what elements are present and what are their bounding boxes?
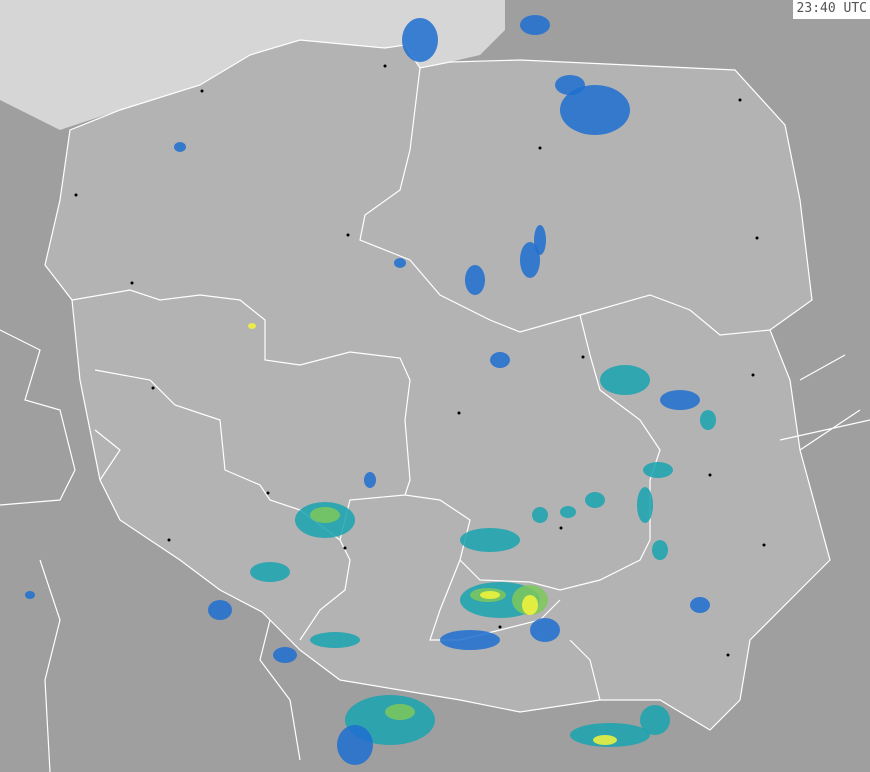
radar-echo — [465, 265, 485, 295]
radar-echo — [520, 15, 550, 35]
radar-echo — [25, 591, 35, 599]
radar-echo — [310, 632, 360, 648]
radar-echo — [600, 365, 650, 395]
radar-echo — [534, 225, 546, 255]
radar-echo — [520, 242, 540, 278]
radar-echo — [394, 258, 406, 268]
radar-echo — [560, 506, 576, 518]
radar-echo — [174, 142, 186, 152]
radar-echo — [248, 323, 256, 329]
radar-echo — [530, 618, 560, 642]
radar-echo — [364, 472, 376, 488]
radar-echo — [690, 597, 710, 613]
radar-echo — [585, 492, 605, 508]
radar-echo — [385, 704, 415, 720]
radar-echo — [490, 352, 510, 368]
radar-echo — [643, 462, 673, 478]
radar-echo — [480, 591, 500, 599]
radar-echo — [652, 540, 668, 560]
radar-echo — [402, 18, 438, 62]
radar-echo — [273, 647, 297, 663]
radar-echo — [660, 390, 700, 410]
radar-echo — [310, 507, 340, 523]
radar-echo — [208, 600, 232, 620]
baltic-sea — [0, 0, 505, 130]
radar-echo — [637, 487, 653, 523]
radar-echo — [570, 723, 650, 747]
cities — [74, 64, 766, 657]
radar-echo — [440, 630, 500, 650]
radar-echo — [560, 85, 630, 135]
radar-echo — [460, 528, 520, 552]
timestamp-label: 23:40 UTC — [792, 0, 870, 19]
radar-echo — [250, 562, 290, 582]
radar-echo — [532, 507, 548, 523]
radar-echo — [700, 410, 716, 430]
radar-echo — [522, 595, 538, 615]
radar-echoes — [25, 15, 716, 765]
radar-echo — [337, 725, 373, 765]
radar-echo — [640, 705, 670, 735]
radar-echo — [593, 735, 617, 745]
radar-echo — [555, 75, 585, 95]
